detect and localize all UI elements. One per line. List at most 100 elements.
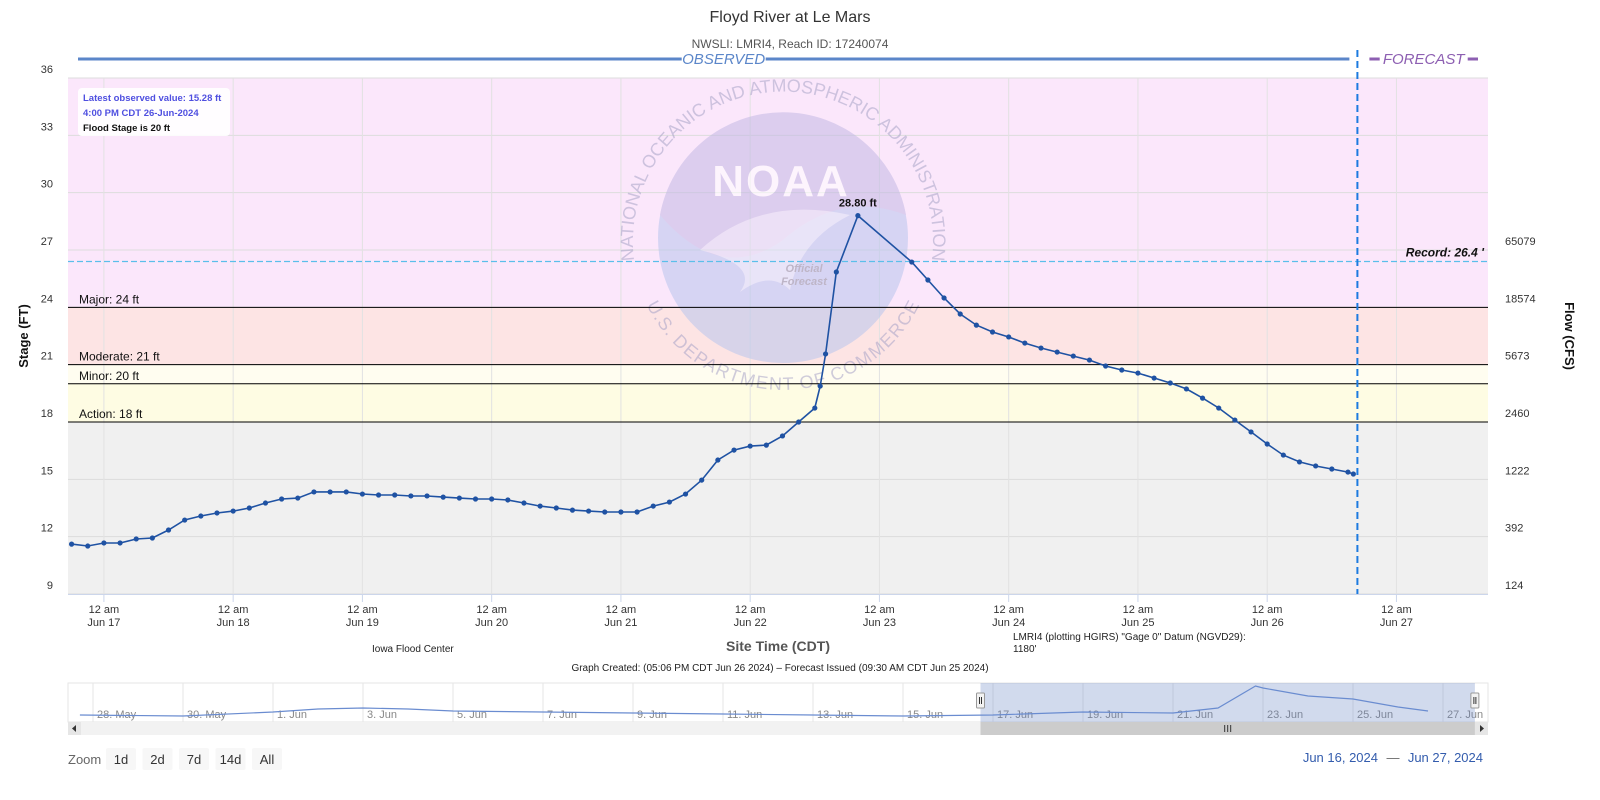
threshold-label: Action: 18 ft [79, 407, 143, 421]
data-point [1329, 466, 1335, 472]
range-from[interactable]: Jun 16, 2024 [1303, 750, 1378, 765]
zoom-button-label[interactable]: 14d [220, 752, 242, 767]
data-point [941, 295, 947, 301]
data-point [1167, 380, 1173, 386]
navigator-tick-label: 27. Jun [1447, 709, 1483, 721]
x-tick-label: Jun 19 [346, 617, 379, 629]
info-line: Flood Stage is 20 ft [83, 123, 171, 134]
data-point [989, 329, 996, 335]
data-point [1119, 367, 1125, 373]
data-point [1248, 429, 1254, 435]
y2-tick-label: 392 [1505, 523, 1523, 535]
data-point [586, 508, 592, 514]
data-point [424, 493, 430, 499]
flood-band [68, 383, 1488, 422]
x-tick-label: 12 am [347, 604, 378, 616]
peak-label: 28.80 ft [839, 198, 877, 210]
credit-created: Graph Created: (05:06 PM CDT Jun 26 2024… [571, 663, 988, 674]
data-point [537, 503, 543, 509]
data-point [779, 433, 786, 439]
data-point [68, 541, 75, 547]
x-axis-title: Site Time (CDT) [726, 638, 830, 654]
data-point [925, 277, 931, 283]
x-tick-label: 12 am [606, 604, 637, 616]
navigator-tick-label: 1. Jun [277, 709, 307, 721]
y-tick-label: 33 [41, 121, 53, 133]
threshold-label: Moderate: 21 ft [79, 350, 160, 364]
zoom-button-label[interactable]: 1d [114, 752, 128, 767]
data-point [1199, 395, 1206, 401]
data-point [149, 535, 155, 541]
threshold-label: Major: 24 ft [79, 292, 140, 306]
data-point [796, 419, 802, 425]
threshold-label: Minor: 20 ft [79, 369, 140, 383]
navigator-tick-label: 3. Jun [367, 709, 397, 721]
zoom-button[interactable] [252, 748, 282, 770]
range-to[interactable]: Jun 27, 2024 [1408, 750, 1483, 765]
data-point [1038, 345, 1044, 351]
data-point [699, 477, 705, 483]
x-tick-label: 12 am [1123, 604, 1154, 616]
zoom-button[interactable] [142, 748, 173, 770]
y-tick-label: 24 [41, 293, 53, 305]
x-tick-label: 12 am [993, 604, 1024, 616]
navigator-tick-label: 11. Jun [727, 709, 762, 721]
y2-tick-label: 124 [1505, 580, 1523, 592]
zoom-button[interactable] [179, 748, 209, 770]
data-point [1135, 370, 1141, 376]
navigator-tick-label: 7. Jun [547, 709, 577, 721]
y2-tick-label: 18574 [1505, 293, 1536, 305]
zoom-button[interactable] [215, 748, 246, 770]
data-point [165, 527, 172, 533]
navigator-tick-label: 25. Jun [1357, 709, 1393, 721]
data-point [1296, 459, 1303, 465]
y-tick-label: 21 [41, 351, 53, 363]
navigator-handle[interactable] [976, 692, 985, 709]
x-tick-label: Jun 18 [217, 617, 250, 629]
x-tick-label: 12 am [735, 604, 766, 616]
data-point [1054, 349, 1060, 355]
x-tick-label: Jun 21 [604, 617, 637, 629]
data-point [666, 499, 672, 505]
data-point [817, 383, 823, 389]
watermark-dome [660, 112, 906, 258]
zoom-button-label[interactable]: All [260, 752, 275, 767]
y2-axis-title: Flow (CFS) [1562, 302, 1577, 370]
data-point [682, 491, 689, 497]
data-point [822, 351, 829, 357]
x-tick-label: 12 am [864, 604, 895, 616]
x-tick-label: Jun 23 [863, 617, 896, 629]
observed-label-bg [681, 50, 766, 68]
y-tick-label: 27 [41, 236, 53, 248]
data-point [295, 495, 301, 501]
info-box [78, 88, 230, 136]
x-tick-label: Jun 17 [87, 617, 120, 629]
data-point [553, 505, 559, 511]
y2-tick-label: 65079 [1505, 236, 1536, 248]
record-label: Record: 26.4 ' [1406, 245, 1485, 259]
data-point [472, 496, 479, 502]
x-tick-label: 12 am [218, 604, 249, 616]
data-point [569, 507, 576, 513]
data-point [279, 496, 285, 502]
zoom-button-label[interactable]: 7d [187, 752, 201, 767]
zoom-button[interactable] [106, 748, 136, 770]
data-point [182, 517, 188, 523]
x-tick-label: Jun 25 [1121, 617, 1154, 629]
data-point [359, 491, 366, 497]
flood-band [68, 364, 1488, 384]
y-tick-label: 12 [41, 523, 53, 535]
x-tick-label: 12 am [476, 604, 507, 616]
y-tick-label: 30 [41, 179, 53, 191]
x-tick-label: Jun 24 [992, 617, 1025, 629]
data-point [763, 442, 769, 448]
zoom-button-label[interactable]: 2d [150, 752, 164, 767]
data-point [375, 492, 382, 498]
navigator-tick-label: 23. Jun [1267, 709, 1303, 721]
data-point [1313, 463, 1319, 469]
credit-datum: 1180' [1013, 644, 1037, 655]
data-point [117, 540, 123, 546]
data-point [198, 513, 204, 519]
navigator-handle[interactable] [1470, 692, 1480, 709]
